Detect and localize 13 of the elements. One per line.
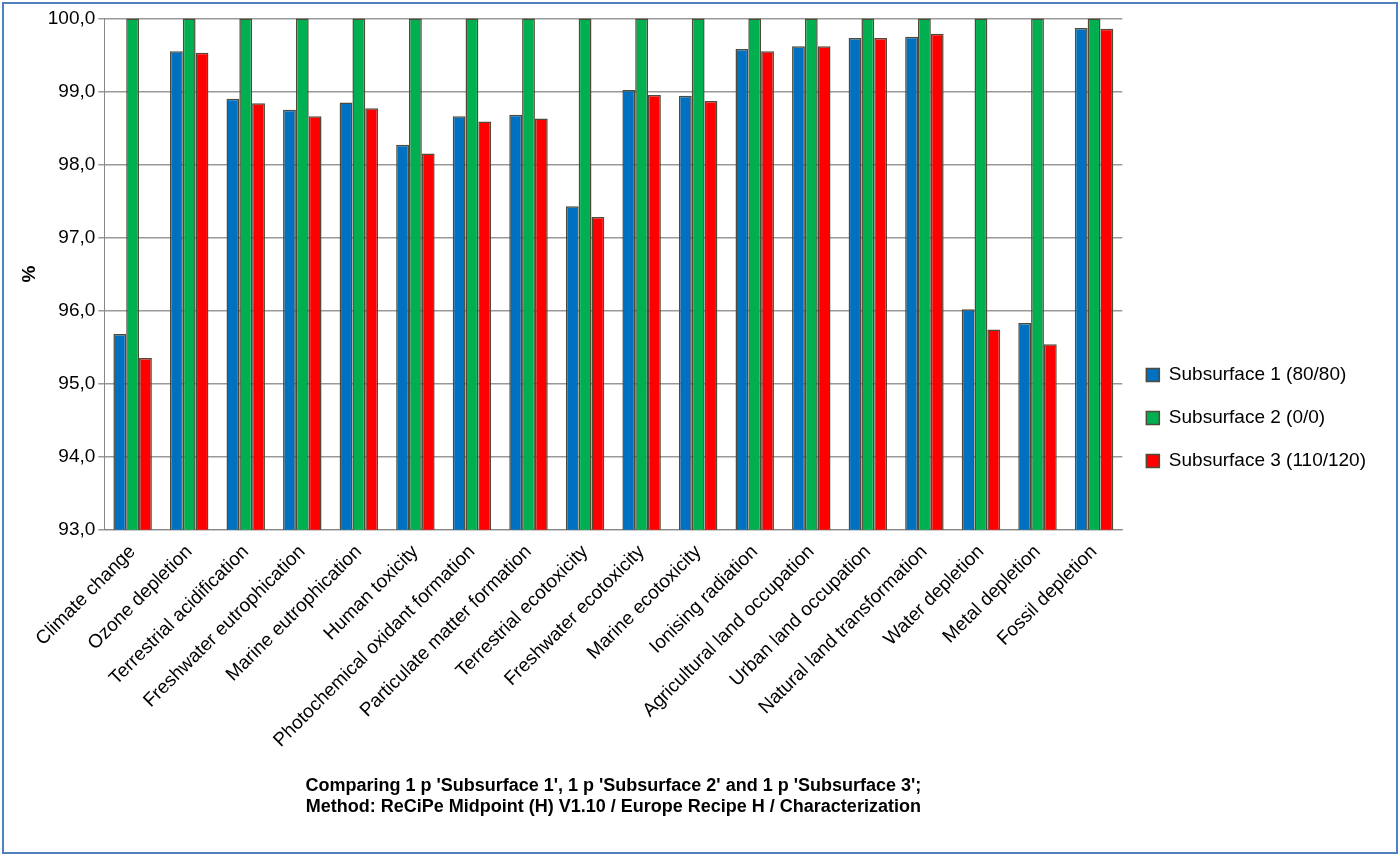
y-tick-label: 99,0 xyxy=(58,79,96,101)
legend-label: Subsurface 1 (80/80) xyxy=(1168,363,1347,385)
y-tick-label: 100,0 xyxy=(47,6,96,28)
x-axis-title: Comparing 1 p 'Subsurface 1', 1 p 'Subsurface 2' and 1 p 'Subsurface 3'; Method: ReCiPe Midpoint (H) V1.10 / Europe Recipe H / Characterization xyxy=(305,774,922,817)
y-axis-title: % xyxy=(17,265,39,283)
y-tick-label: 97,0 xyxy=(58,225,96,247)
legend-label: Subsurface 3 (110/120) xyxy=(1168,449,1367,471)
y-tick-label: 94,0 xyxy=(58,444,96,466)
legend-label: Subsurface 2 (0/0) xyxy=(1168,406,1326,428)
y-tick-label: 96,0 xyxy=(58,298,96,320)
y-tick-label: 93,0 xyxy=(58,518,96,539)
y-tick-label: 95,0 xyxy=(58,371,96,393)
y-tick-label: 98,0 xyxy=(58,152,96,174)
